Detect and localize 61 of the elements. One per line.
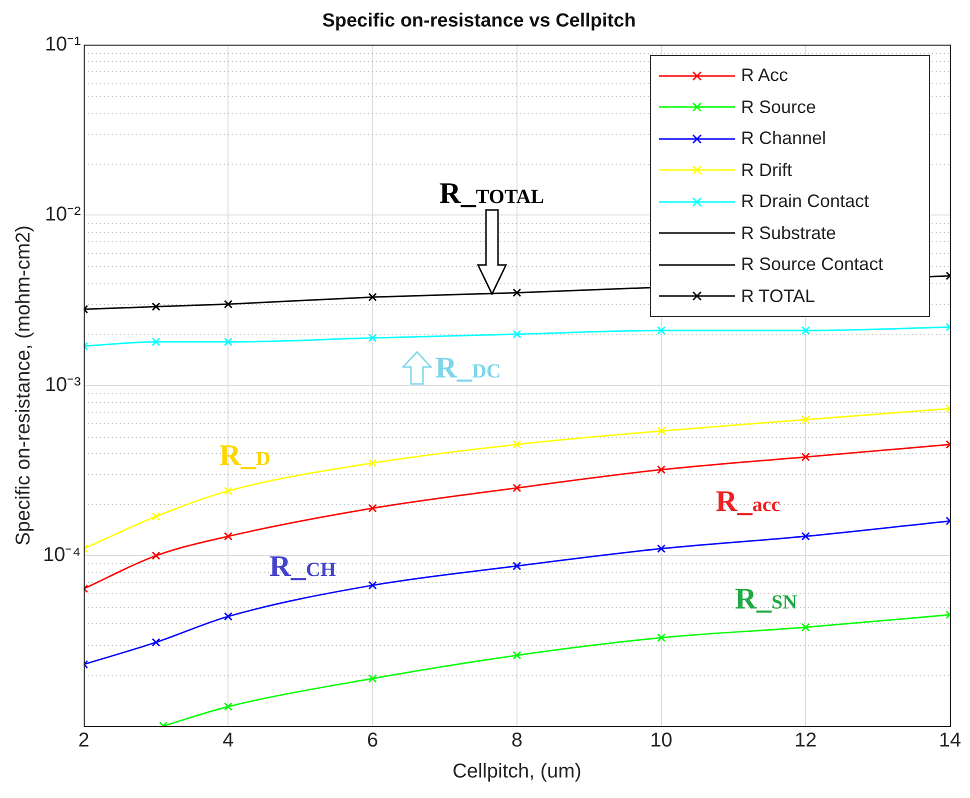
point [368,292,377,302]
legend-label: R Acc [741,65,788,86]
point [368,458,377,468]
y-axis-title: Specific on-resistance, (mohm-cm2) [12,225,35,546]
point [656,633,666,642]
annotation: R_acc [716,484,780,518]
y-tick-label: 10⁻⁴ [42,544,81,566]
y-tick-label: 10⁻¹ [44,33,82,56]
point [656,426,666,436]
legend-label: R Drain Contact [741,191,870,212]
point [152,638,160,647]
legend-label: R TOTAL [741,286,816,307]
x-tick-label: 12 [794,730,817,752]
x-tick-label: 4 [222,730,234,752]
point [224,300,232,308]
point [801,622,810,632]
annotation: R_TOTAL [439,176,544,210]
annotation: R_SN [734,582,798,616]
x-tick-label: 2 [78,730,90,752]
point [368,334,377,342]
point [368,504,377,513]
point [368,674,377,683]
point [224,612,232,621]
x-tick-label: 14 [938,730,962,752]
y-tick-label: 10⁻³ [44,374,82,396]
annotation: R_DC [435,352,501,385]
y-tick-label: 10⁻² [44,204,82,226]
x-tick-label: 10 [650,730,672,752]
x-axis-title: Cellpitch, (um) [452,760,582,783]
point [656,465,666,474]
point [152,338,160,346]
annotation: R_CH [269,550,336,583]
point [512,562,522,570]
point [224,338,232,346]
point [512,651,522,660]
legend-label: R Source [741,96,816,118]
legend-label: R Source Contact [741,254,884,276]
point [152,551,160,560]
point [512,484,522,492]
point [801,415,810,424]
point [656,544,666,553]
legend-label: R Substrate [741,222,836,244]
point [512,330,522,338]
point [224,702,232,711]
x-tick-label: 8 [511,730,522,752]
point [152,512,160,521]
point [801,452,810,462]
point [152,302,160,311]
point [801,532,810,541]
point [224,532,232,541]
annotation: R_D [219,439,270,472]
point [801,326,810,335]
legend-label: R Drift [741,160,792,181]
chart-title: Specific on-resistance vs Cellpitch [322,10,636,32]
legend-label: R Channel [741,128,826,150]
point [512,440,522,449]
point [656,326,666,335]
point [512,288,522,298]
point [224,486,232,496]
x-tick-label: 6 [366,730,378,752]
point [368,581,377,590]
